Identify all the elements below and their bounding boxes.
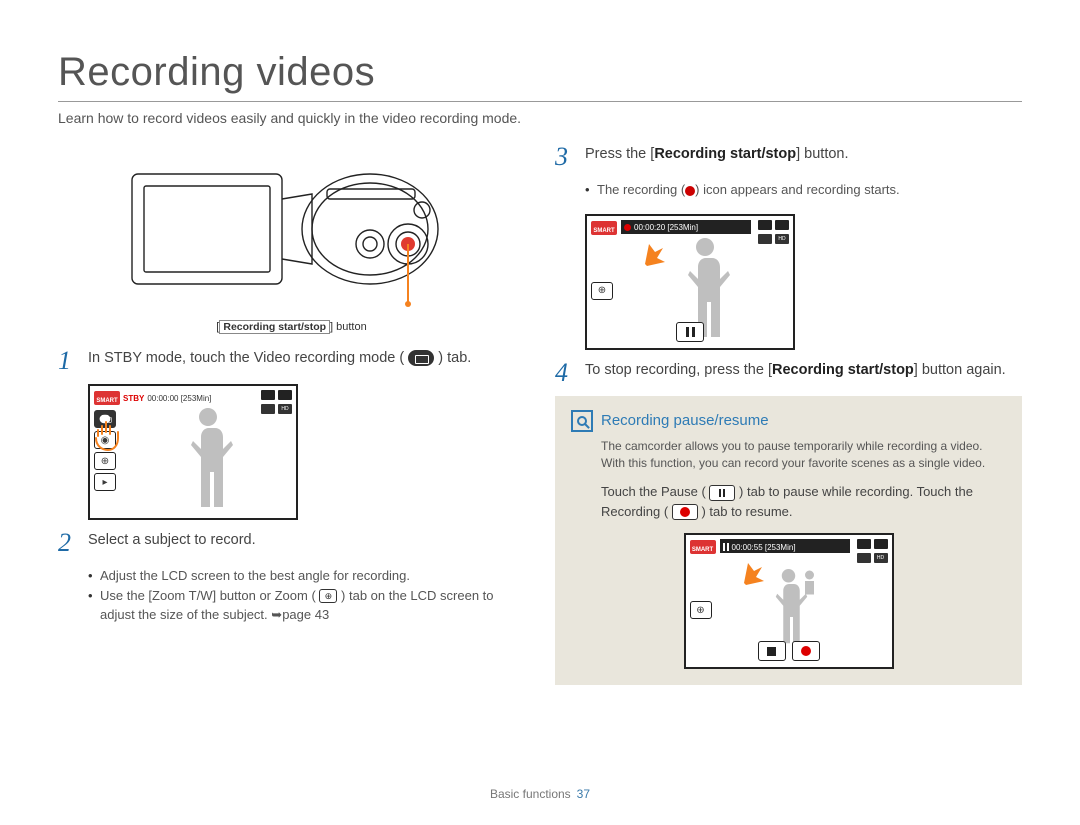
lcd-screenshot-stby: SMART STBY 00:00:00 [253Min] HD ◉ ⊕ ▸ bbox=[88, 384, 298, 520]
step-2-bullets: Adjust the LCD screen to the best angle … bbox=[88, 566, 525, 625]
rec-dot-icon bbox=[624, 224, 631, 231]
intro-text: Learn how to record videos easily and qu… bbox=[58, 110, 1022, 126]
step-4: 4 To stop recording, press the [Recordin… bbox=[555, 360, 1022, 386]
touch-pointer-icon bbox=[734, 553, 768, 587]
info-box: Recording pause/resume The camcorder all… bbox=[555, 396, 1022, 686]
zoom-icon: ⊕ bbox=[319, 589, 337, 603]
res-icon bbox=[857, 553, 871, 563]
record-tab-icon bbox=[672, 504, 698, 520]
info-title: Recording pause/resume bbox=[601, 412, 769, 429]
step-number: 1 bbox=[58, 348, 78, 374]
step-1: 1 In STBY mode, touch the Video recordin… bbox=[58, 348, 525, 374]
card-icon bbox=[261, 390, 275, 400]
title-rule bbox=[58, 101, 1022, 102]
battery-icon bbox=[278, 390, 292, 400]
pause-indicator-icon bbox=[723, 543, 729, 551]
zoom-tab-icon: ⊕ bbox=[94, 452, 116, 470]
hd-icon: HD bbox=[775, 234, 789, 244]
touch-hand-icon bbox=[90, 418, 124, 452]
video-mode-icon bbox=[408, 350, 434, 366]
zoom-tab-icon: ⊕ bbox=[690, 601, 712, 619]
pause-button-icon bbox=[676, 322, 704, 342]
pause-tab-icon bbox=[709, 485, 735, 501]
res-icon bbox=[758, 234, 772, 244]
stby-label: STBY bbox=[123, 394, 144, 403]
recording-icon bbox=[685, 186, 695, 196]
hd-icon: HD bbox=[278, 404, 292, 414]
battery-icon bbox=[775, 220, 789, 230]
camcorder-caption: [Recording start/stop] button bbox=[58, 320, 525, 334]
page-footer: Basic functions37 bbox=[0, 787, 1080, 801]
card-icon bbox=[758, 220, 772, 230]
step-2: 2 Select a subject to record. bbox=[58, 530, 525, 556]
smart-badge-icon: SMART bbox=[690, 540, 716, 554]
info-paragraph-1: The camcorder allows you to pause tempor… bbox=[601, 438, 1006, 473]
res-icon bbox=[261, 404, 275, 414]
smart-badge-icon: SMART bbox=[94, 391, 120, 405]
lcd-screenshot-paused: SMART 00:00:55 [253Min] HD ⊕ bbox=[684, 533, 894, 669]
step-number: 3 bbox=[555, 144, 575, 170]
step-3: 3 Press the [Recording start/stop] butto… bbox=[555, 144, 1022, 170]
touch-pointer-icon bbox=[635, 234, 669, 268]
step-number: 2 bbox=[58, 530, 78, 556]
page-title: Recording videos bbox=[58, 50, 1022, 95]
subject-silhouette bbox=[178, 402, 238, 510]
info-paragraph-2: Touch the Pause ( ) tab to pause while r… bbox=[601, 482, 1006, 521]
zoom-tab-icon: ⊕ bbox=[591, 282, 613, 300]
smart-badge-icon: SMART bbox=[591, 221, 617, 235]
battery-icon bbox=[874, 539, 888, 549]
step-number: 4 bbox=[555, 360, 575, 386]
lcd-screenshot-recording: SMART 00:00:20 [253Min] HD ⊕ bbox=[585, 214, 795, 350]
card-icon bbox=[857, 539, 871, 549]
step-3-bullets: The recording () icon appears and record… bbox=[585, 180, 1022, 200]
record-button-icon bbox=[792, 641, 820, 661]
hd-icon: HD bbox=[874, 553, 888, 563]
play-tab-icon: ▸ bbox=[94, 473, 116, 491]
info-magnifier-icon bbox=[571, 410, 593, 432]
camcorder-illustration bbox=[122, 144, 462, 314]
stop-button-icon bbox=[758, 641, 786, 661]
